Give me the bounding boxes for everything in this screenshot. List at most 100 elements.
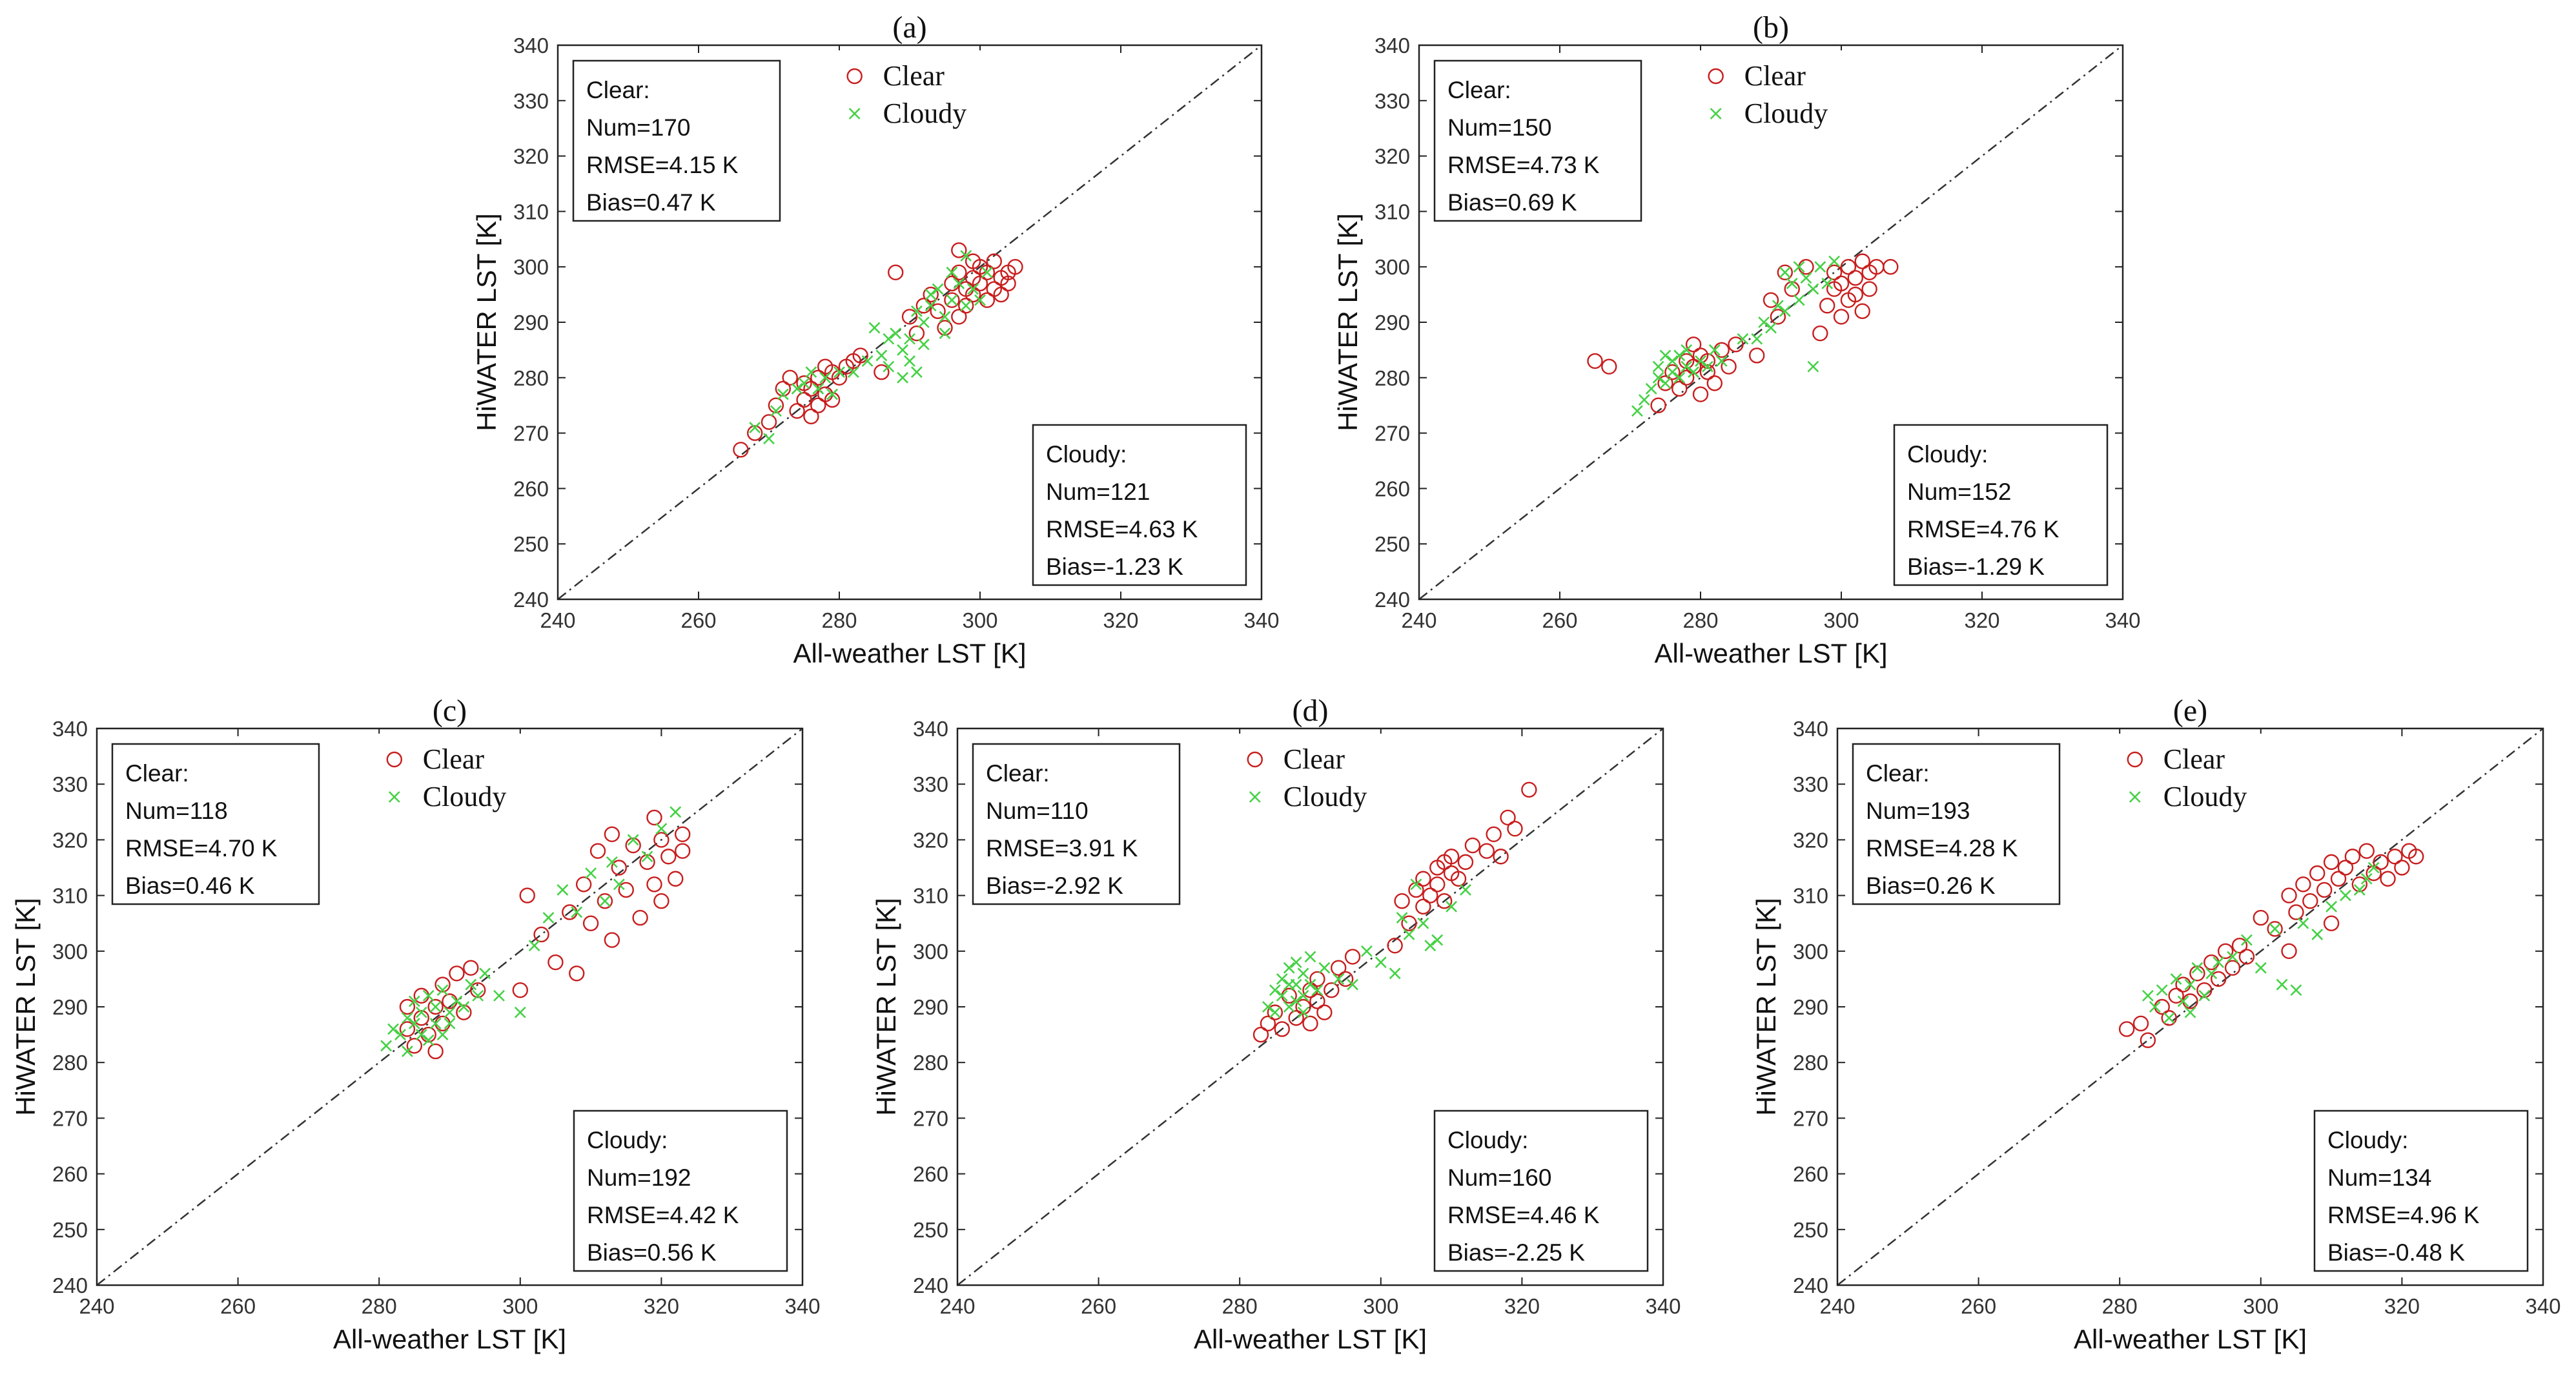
cloudy-point <box>2311 929 2324 940</box>
cloudy-point-stroke <box>2177 995 2189 1007</box>
clear-point <box>1331 960 1347 976</box>
cloudy-point-stroke <box>1389 967 1401 980</box>
clear-point <box>1777 264 1794 280</box>
legend-clear-marker <box>2127 751 2143 768</box>
x-tick-label: 260 <box>1961 1294 1996 1318</box>
cloudy-point <box>429 1017 442 1029</box>
cloudy-point <box>946 294 958 306</box>
y-tick-label: 310 <box>52 884 88 908</box>
y-tick-label: 270 <box>52 1106 88 1130</box>
cloudy-point <box>1652 360 1664 373</box>
cloudy-point <box>557 884 569 896</box>
cloudy-point <box>641 851 653 863</box>
y-tick-label: 310 <box>1375 200 1410 223</box>
cloudy-point <box>925 300 937 312</box>
cloudy-point-stroke <box>2163 1012 2175 1024</box>
cloudy-point-stroke <box>932 283 944 295</box>
cloudy-point-stroke <box>1347 978 1358 991</box>
y-tick-label: 250 <box>913 1218 948 1242</box>
clear-point <box>519 887 535 903</box>
y-tick-label: 250 <box>513 532 549 556</box>
clear-point <box>1699 364 1716 380</box>
cloudy-point-stroke <box>939 327 951 340</box>
panel-b: 240 260 280 300 320 340 240 250 260 270 280 290 300 3… <box>1333 10 2141 668</box>
clear-stats-line: Bias=-2.92 K <box>986 872 1123 899</box>
cloudy-point <box>1269 1006 1281 1018</box>
cloudy-point-stroke <box>749 422 761 433</box>
cloudy-stats-line: Cloudy: <box>1046 441 1127 468</box>
cloudy-point-stroke <box>1304 951 1316 963</box>
cloudy-point-stroke <box>1779 266 1791 278</box>
cloudy-point <box>1807 360 1819 373</box>
clear-point <box>463 960 479 976</box>
cloudy-point-stroke <box>2360 872 2373 885</box>
clear-stats-box: Clear: Num=150 RMSE=4.73 K Bias=0.69 K <box>1433 59 1642 222</box>
clear-point <box>2394 860 2410 876</box>
cloudy-stats-line: RMSE=4.76 K <box>1907 516 2060 542</box>
clear-point <box>2118 1021 2135 1037</box>
cloudy-point <box>1403 929 1415 940</box>
cloudy-point-stroke <box>791 383 803 395</box>
cloudy-point <box>861 355 874 367</box>
cloudy-point-stroke <box>2205 967 2218 980</box>
y-tick-label: 240 <box>1793 1274 1828 1297</box>
cloudy-point-stroke <box>890 327 902 340</box>
x-tick-label: 300 <box>1363 1294 1398 1318</box>
x-tick-label: 260 <box>680 608 716 632</box>
panel-title: (a) <box>892 10 926 45</box>
cloudy-point-stroke <box>1262 1001 1274 1013</box>
x-tick-label: 320 <box>1964 608 1999 632</box>
cloudy-point-stroke <box>1772 300 1784 312</box>
cloudy-point-stroke <box>917 316 930 328</box>
cloudy-point-stroke <box>960 300 972 312</box>
x-tick-label: 280 <box>1222 1294 1258 1318</box>
clear-point <box>399 998 416 1015</box>
cloudy-point-stroke <box>1793 261 1805 273</box>
x-axis-label: All-weather LST [K] <box>1654 638 1887 668</box>
cloudy-point <box>1821 278 1834 289</box>
cloudy-point-stroke <box>1715 355 1728 367</box>
cloudy-point-stroke <box>1410 878 1422 891</box>
data-points <box>733 242 1023 458</box>
cloudy-point-stroke <box>1446 900 1458 913</box>
cloudy-point <box>408 1017 420 1029</box>
cloudy-point-stroke <box>429 1001 442 1013</box>
cloudy-point-stroke <box>1737 333 1749 345</box>
clear-point <box>1826 264 1843 280</box>
cloudy-point-stroke <box>1311 984 1324 996</box>
clear-stats-line: RMSE=4.28 K <box>1866 835 2018 862</box>
clear-stats-line: Num=118 <box>125 798 228 824</box>
clear-point <box>618 882 634 898</box>
cloudy-point-stroke <box>408 995 420 1007</box>
y-tick-label: 260 <box>513 477 549 501</box>
legend-cloudy-label: Cloudy <box>2163 781 2247 812</box>
cloudy-point <box>493 989 505 1002</box>
clear-point <box>1316 1004 1333 1020</box>
cloudy-point-stroke <box>953 278 965 289</box>
cloudy-point-stroke <box>819 371 832 384</box>
cloudy-point <box>2227 951 2238 963</box>
y-tick-label: 320 <box>1375 145 1410 169</box>
clear-point <box>2358 843 2375 859</box>
clear-point <box>2337 860 2354 876</box>
cloudy-point <box>953 278 965 289</box>
cloudy-point <box>2213 956 2225 968</box>
clear-point <box>1436 893 1453 909</box>
y-axis-label: HiWATER LST [K] <box>1333 213 1363 431</box>
cloudy-point <box>479 967 491 980</box>
clear-point <box>1833 275 1850 292</box>
legend-clear-marker <box>1247 751 1263 768</box>
legend: Clear Cloudy <box>1229 734 1402 823</box>
cloudy-point <box>465 978 477 991</box>
clear-point <box>1387 937 1403 954</box>
x-tick-label: 340 <box>1645 1294 1681 1318</box>
cloudy-stats-line: Num=192 <box>587 1164 691 1191</box>
clear-stats-line: Clear: <box>1447 77 1511 103</box>
panel-title: (d) <box>1293 694 1329 728</box>
cloudy-point <box>812 383 824 395</box>
clear-point <box>775 380 792 397</box>
clear-point <box>427 1043 444 1060</box>
cloudy-point <box>436 1029 449 1041</box>
cloudy-point <box>1290 995 1302 1007</box>
cloudy-point <box>655 823 668 835</box>
